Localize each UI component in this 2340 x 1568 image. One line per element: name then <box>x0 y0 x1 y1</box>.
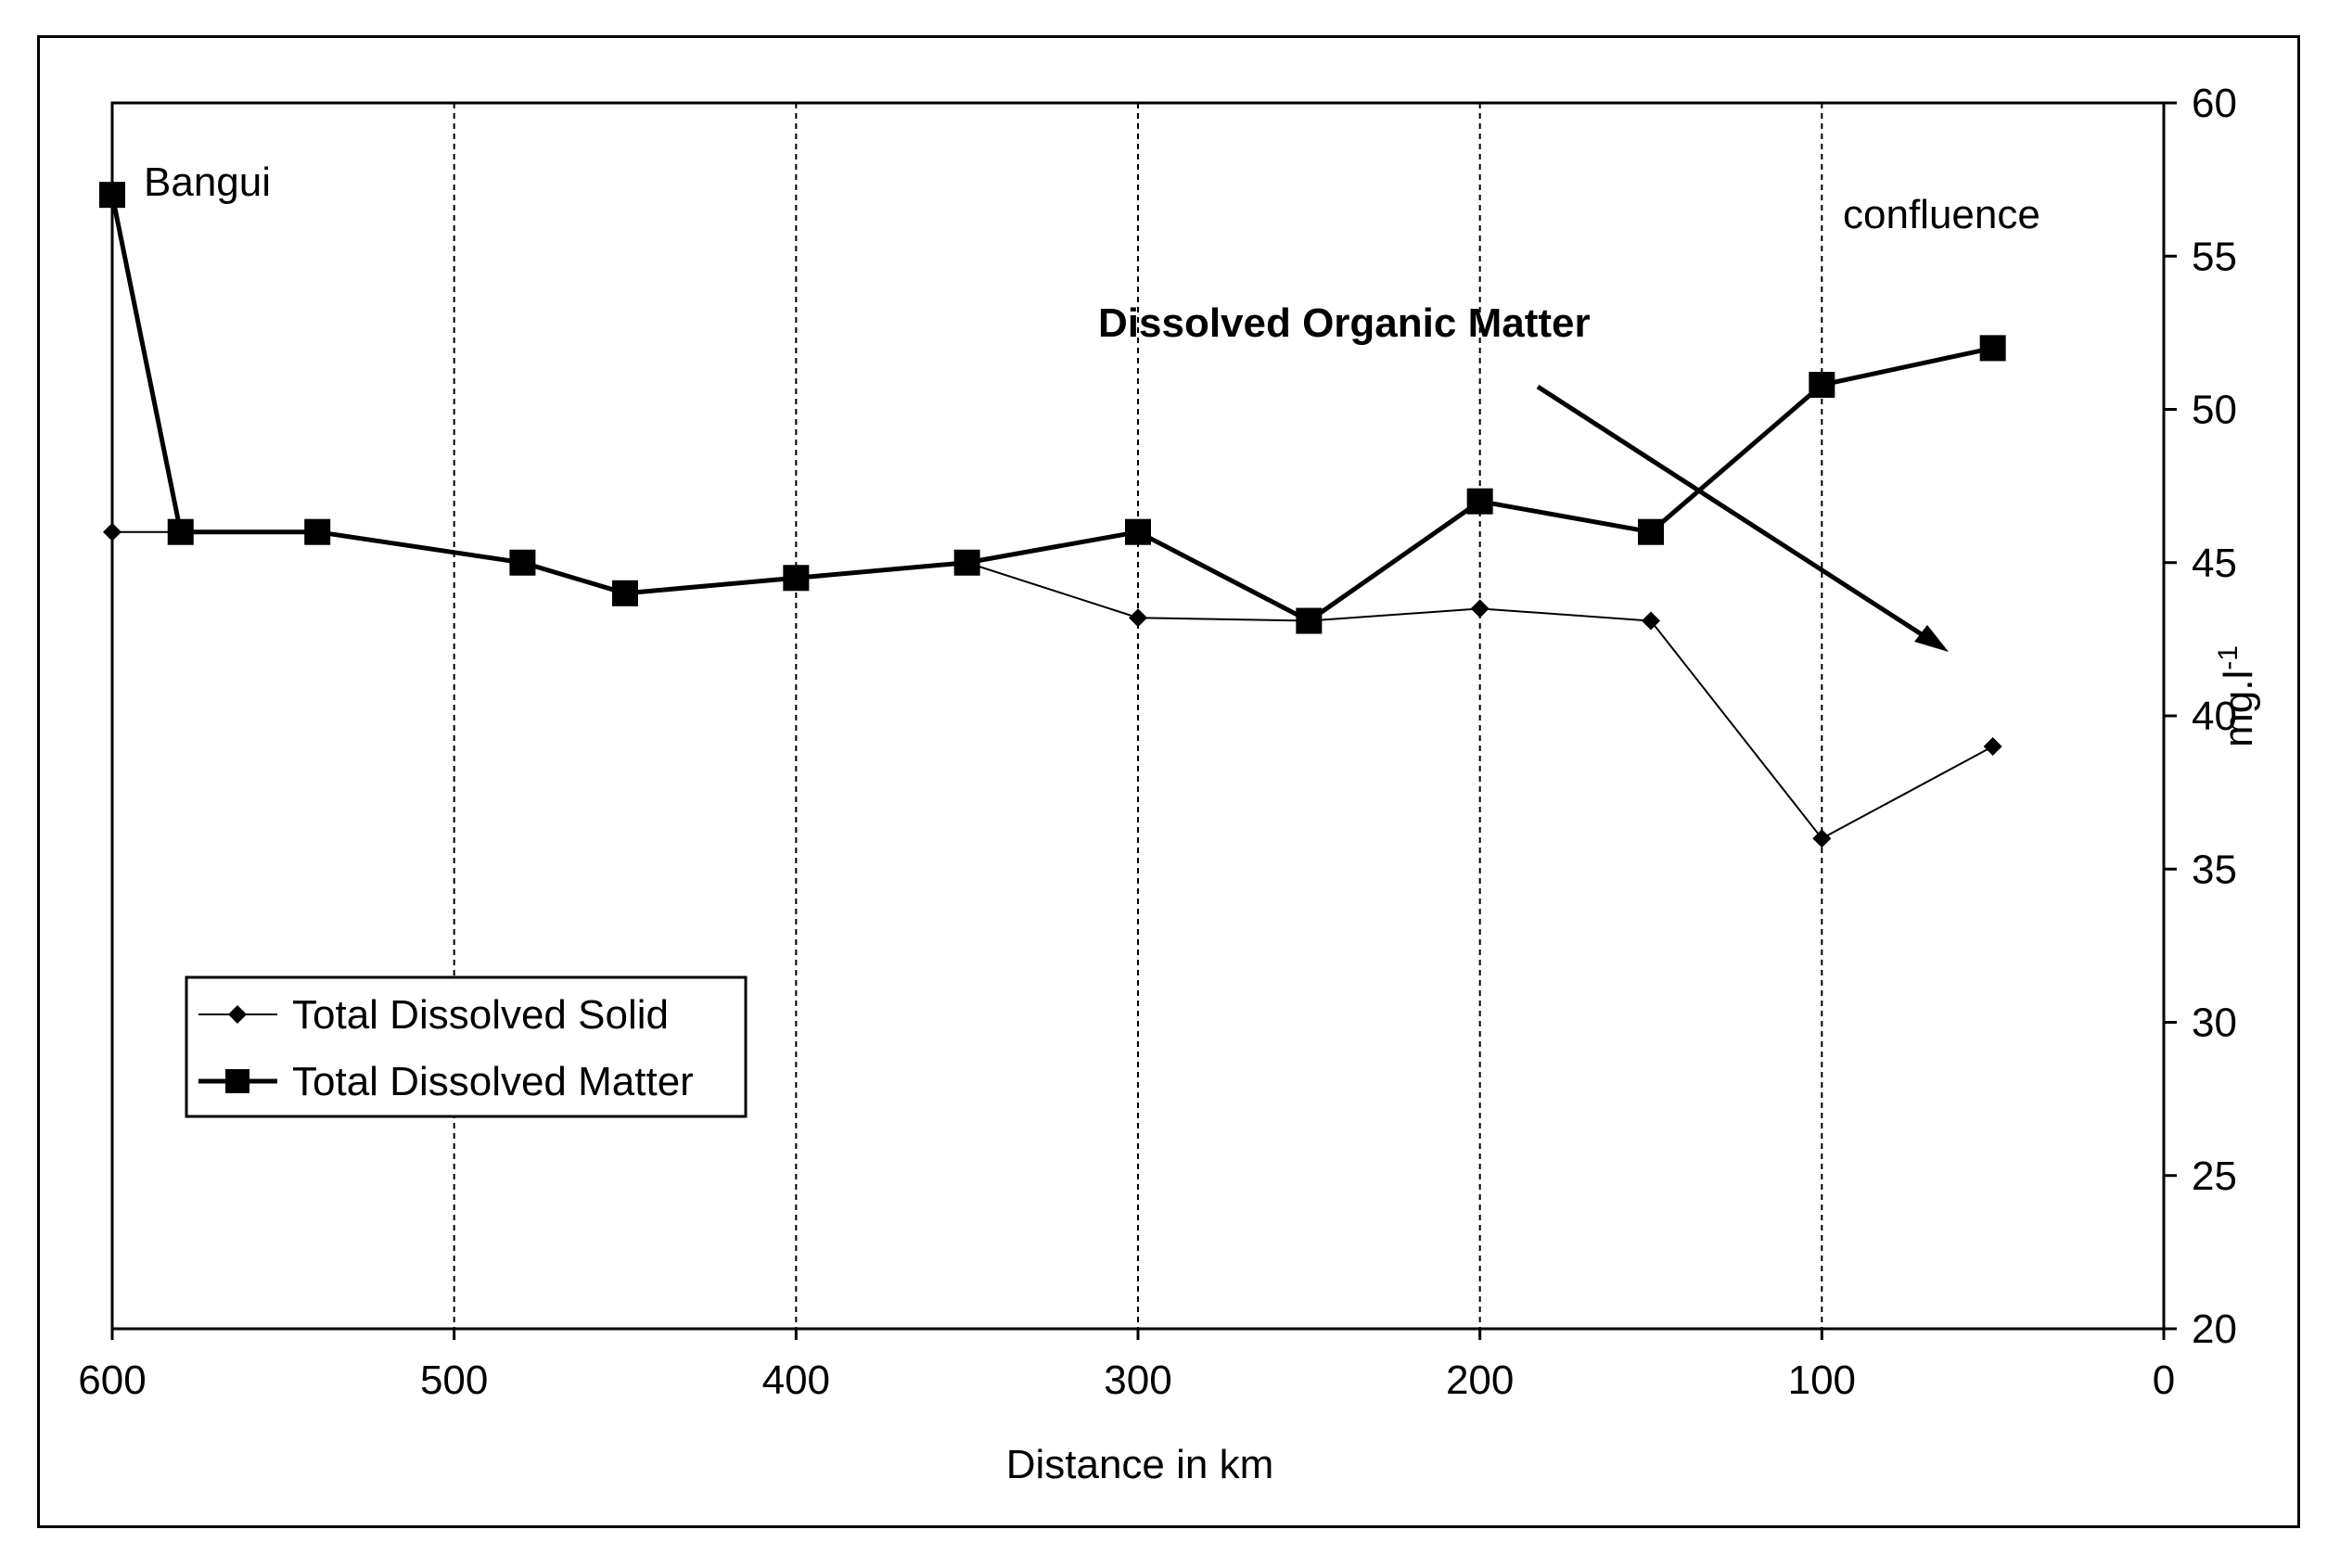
y-axis-title-sup: -1 <box>2213 645 2244 670</box>
axes: 600 500 400 300 200 100 0 20 25 30 35 40 45 50 55 60 <box>78 81 2237 1403</box>
y-tick-label-35: 35 <box>2192 847 2237 892</box>
tds-point-0 <box>103 522 121 542</box>
dom-label: Dissolved Organic Matter <box>1098 300 1591 346</box>
tdm-point-5 <box>783 565 810 592</box>
series-line-total-dissolved-matter <box>109 194 1994 624</box>
y-tick-label-45: 45 <box>2192 541 2237 586</box>
tdm-point-12 <box>1979 335 2006 362</box>
dom-arrow-head <box>1914 625 1949 652</box>
tdm-point-7 <box>1125 518 1151 545</box>
chart-frame: 600 500 400 300 200 100 0 20 25 30 35 40 45 50 55 60 Ba… <box>37 35 2300 1528</box>
tds-point-10 <box>1642 611 1660 631</box>
y-axis-title: mg.l-1 <box>2213 645 2261 747</box>
chart: 600 500 400 300 200 100 0 20 25 30 35 40 45 50 55 60 Ba… <box>78 81 2261 1487</box>
tdm-point-0 <box>99 182 125 209</box>
legend: Total Dissolved Solid Total Dissolved Ma… <box>185 975 748 1118</box>
gridlines <box>453 103 1823 1329</box>
legend-square-marker <box>225 1069 249 1093</box>
y-tick-label-25: 25 <box>2192 1154 2237 1199</box>
legend-diamond-marker <box>228 1005 247 1024</box>
x-tick-label-0: 0 <box>2153 1358 2175 1403</box>
tds-point-12 <box>1983 737 2002 757</box>
x-tick-label-500: 500 <box>420 1358 488 1403</box>
tds-point-11 <box>1812 829 1832 848</box>
y-tick-label-60: 60 <box>2192 81 2237 126</box>
y-tick-label-30: 30 <box>2192 1001 2237 1046</box>
x-tick-label-300: 300 <box>1104 1358 1171 1403</box>
tdm-point-8 <box>1296 607 1323 634</box>
tdm-point-11 <box>1809 372 1835 399</box>
tdm-point-6 <box>953 549 980 576</box>
confluence-label: confluence <box>1843 192 2040 237</box>
tdm-point-1 <box>167 518 194 545</box>
y-tick-label-55: 55 <box>2192 234 2237 279</box>
tdm-point-3 <box>509 549 536 576</box>
tds-point-9 <box>1470 599 1490 618</box>
x-tick-label-600: 600 <box>78 1358 146 1403</box>
x-tick-label-100: 100 <box>1788 1358 1856 1403</box>
bangui-label: Bangui <box>144 159 271 205</box>
dom-arrow-line <box>1536 384 1935 644</box>
tdm-point-9 <box>1466 488 1493 515</box>
y-tick-label-20: 20 <box>2192 1307 2237 1352</box>
y-axis-title-main: mg.l <box>2216 670 2261 747</box>
x-tick-label-400: 400 <box>762 1358 830 1403</box>
tds-point-7 <box>1129 608 1147 628</box>
legend-box <box>185 975 748 1118</box>
tdm-point-2 <box>304 518 331 545</box>
x-axis-title: Distance in km <box>1006 1442 1274 1487</box>
series-layer <box>99 182 2006 848</box>
series-line-total-dissolved-solid <box>112 530 1994 840</box>
y-tick-label-40: 40 <box>2192 694 2237 739</box>
legend-label-tdm: Total Dissolved Matter <box>292 1059 694 1104</box>
tdm-point-4 <box>612 580 638 606</box>
legend-label-tds: Total Dissolved Solid <box>292 992 669 1038</box>
tdm-point-10 <box>1638 518 1664 545</box>
y-tick-label-50: 50 <box>2192 388 2237 433</box>
x-tick-label-200: 200 <box>1446 1358 1514 1403</box>
